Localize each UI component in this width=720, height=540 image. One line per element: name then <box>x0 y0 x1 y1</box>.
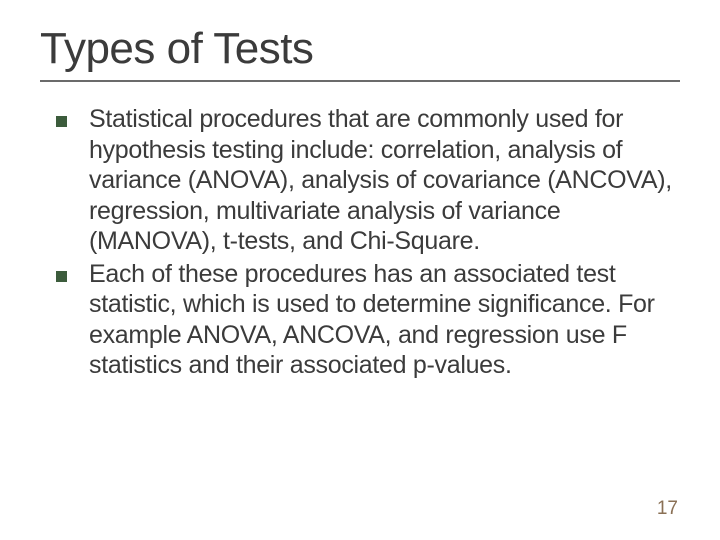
slide-container: Types of Tests Statistical procedures th… <box>0 0 720 540</box>
square-bullet-icon <box>56 116 67 127</box>
square-bullet-icon <box>56 271 67 282</box>
bullet-item: Statistical procedures that are commonly… <box>56 104 684 257</box>
bullet-text: Each of these procedures has an associat… <box>89 259 684 381</box>
slide-body: Statistical procedures that are commonly… <box>40 104 684 381</box>
page-number: 17 <box>657 498 678 520</box>
slide-title: Types of Tests <box>40 24 684 74</box>
bullet-item: Each of these procedures has an associat… <box>56 259 684 381</box>
bullet-text: Statistical procedures that are commonly… <box>89 104 684 257</box>
title-underline <box>40 80 680 82</box>
